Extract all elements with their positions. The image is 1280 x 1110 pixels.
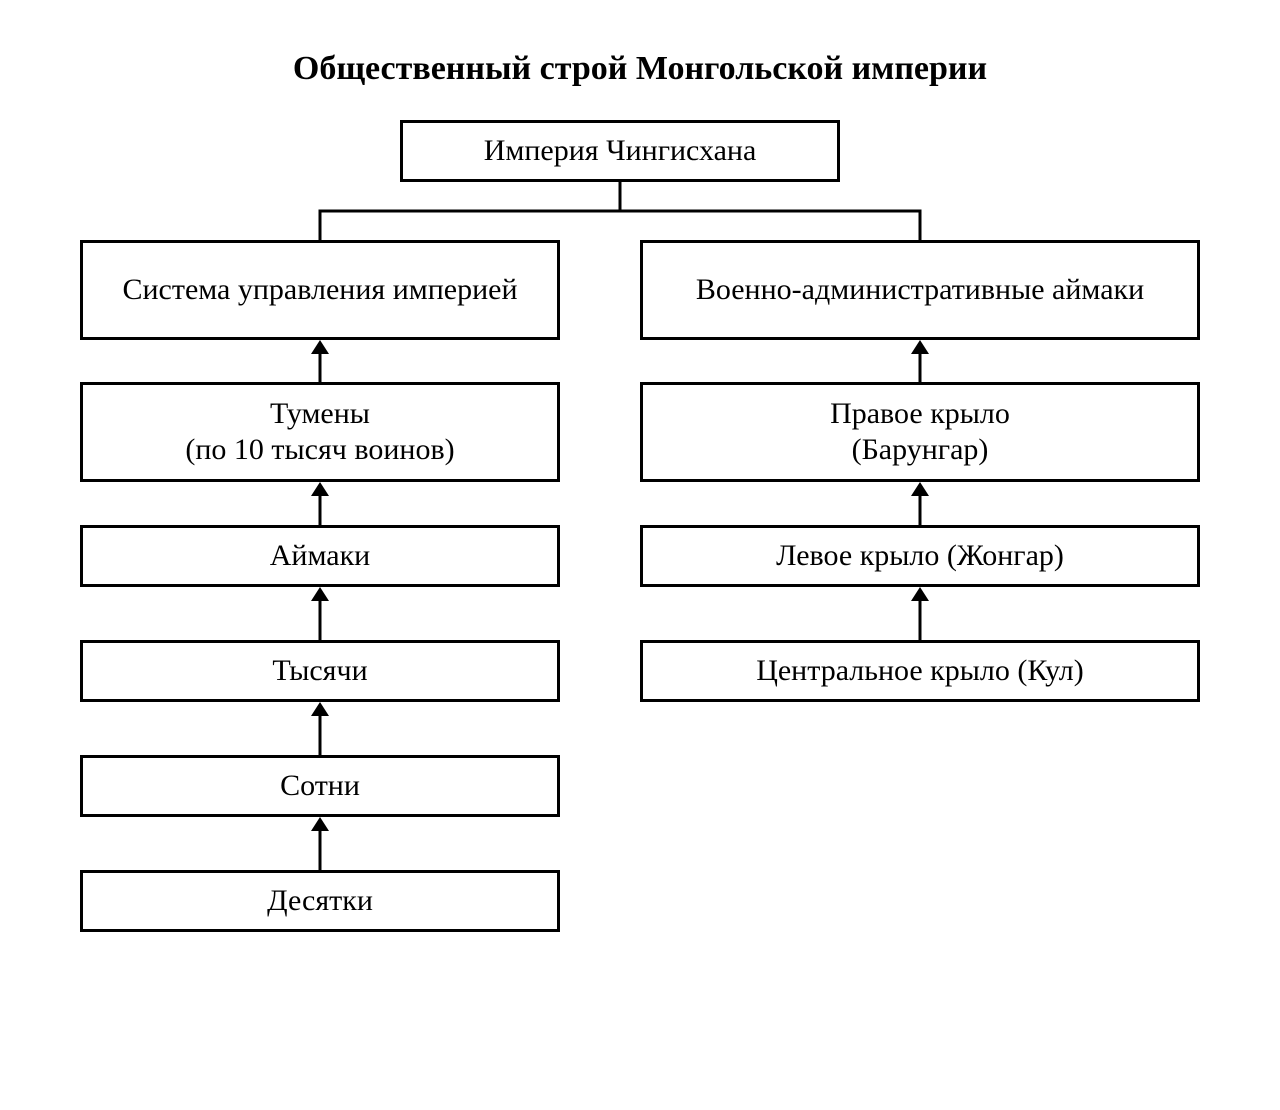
node-root: Империя Чингисхана: [400, 120, 840, 182]
node-sys: Система управления империей: [80, 240, 560, 340]
node-mil: Военно-административные аймаки: [640, 240, 1200, 340]
node-tumeny: Тумены(по 10 тысяч воинов): [80, 382, 560, 482]
node-desyatki: Десятки: [80, 870, 560, 932]
node-right: Правое крыло(Барунгар): [640, 382, 1200, 482]
diagram-canvas: Общественный строй Монгольской империи И…: [0, 0, 1280, 1110]
node-aimaki: Аймаки: [80, 525, 560, 587]
node-left: Левое крыло (Жонгар): [640, 525, 1200, 587]
node-tysyachi: Тысячи: [80, 640, 560, 702]
node-center: Центральное крыло (Кул): [640, 640, 1200, 702]
diagram-title: Общественный строй Монгольской империи: [0, 50, 1280, 88]
node-sotni: Сотни: [80, 755, 560, 817]
